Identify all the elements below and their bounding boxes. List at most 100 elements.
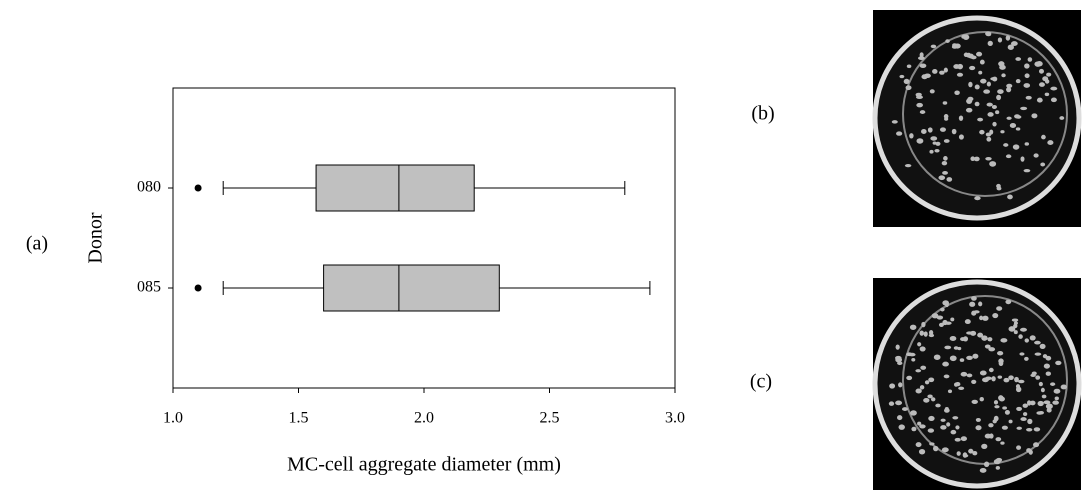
aggregate: [978, 301, 983, 307]
aggregate: [924, 380, 930, 385]
aggregate: [1031, 371, 1037, 376]
aggregate: [979, 396, 984, 402]
aggregate: [955, 425, 960, 430]
aggregate: [1008, 419, 1013, 424]
aggregate: [988, 423, 994, 428]
aggregate: [915, 388, 922, 394]
aggregate: [1006, 86, 1012, 93]
x-tick-label: 1.0: [163, 410, 183, 427]
aggregate: [940, 418, 946, 422]
aggregate: [904, 163, 912, 168]
aggregate: [1045, 355, 1052, 361]
x-tick-label: 3.0: [665, 410, 685, 427]
aggregate: [984, 344, 991, 349]
aggregate: [921, 128, 927, 134]
aggregate: [906, 375, 913, 381]
aggregate: [1055, 360, 1062, 366]
aggregate: [1011, 318, 1019, 322]
aggregate: [962, 336, 969, 342]
aggregate: [1003, 377, 1010, 383]
aggregate: [906, 64, 912, 69]
aggregate: [1000, 130, 1005, 134]
aggregate: [934, 149, 940, 153]
aggregate: [987, 337, 993, 342]
aggregate: [1020, 106, 1028, 111]
aggregate: [959, 358, 965, 362]
aggregate: [1046, 72, 1052, 77]
aggregate: [929, 89, 935, 94]
aggregate: [988, 367, 994, 373]
aggregate: [976, 51, 983, 57]
aggregate: [943, 374, 950, 379]
outlier: [194, 184, 202, 192]
dish-rim: [872, 15, 1082, 221]
aggregate: [940, 307, 945, 312]
aggregate: [993, 400, 999, 405]
aggregate: [1042, 76, 1049, 82]
aggregate: [1007, 44, 1014, 50]
aggregate: [942, 361, 949, 367]
aggregate: [994, 405, 1000, 409]
aggregate: [944, 345, 952, 350]
aggregate: [1045, 371, 1052, 376]
aggregate: [969, 301, 976, 307]
aggregate: [911, 426, 917, 432]
aggregate: [889, 383, 896, 389]
aggregate: [1034, 352, 1042, 356]
aggregate: [947, 389, 953, 394]
aggregate: [972, 353, 979, 359]
aggregate: [981, 443, 988, 450]
aggregate: [1038, 381, 1043, 387]
aggregate: [898, 424, 905, 430]
aggregate: [920, 365, 927, 370]
aggregate: [927, 127, 933, 133]
aggregate: [909, 324, 917, 330]
plot-frame: [172, 87, 676, 389]
aggregate: [1022, 403, 1028, 408]
aggregate: [996, 306, 1003, 311]
aggregate: [993, 415, 999, 422]
aggregate: [982, 315, 989, 321]
aggregate: [988, 347, 996, 352]
aggregate: [1009, 122, 1017, 128]
aggregate: [970, 330, 977, 336]
aggregate: [990, 77, 997, 81]
x-axis-label: MC-cell aggregate diameter (mm): [287, 454, 561, 476]
aggregate: [1006, 83, 1013, 88]
aggregate: [1033, 442, 1040, 448]
aggregate: [946, 177, 953, 182]
aggregate: [942, 101, 948, 105]
aggregate: [966, 98, 973, 104]
photo: [872, 10, 1082, 227]
aggregate: [915, 442, 922, 448]
aggregate: [909, 133, 914, 139]
aggregate: [927, 394, 933, 399]
aggregate: [895, 344, 900, 350]
y-tick-label: 080: [137, 179, 161, 196]
aggregate: [1027, 418, 1033, 425]
aggregate: [968, 81, 973, 88]
aggregate: [1017, 379, 1025, 384]
aggregate: [989, 161, 997, 167]
aggregate: [979, 467, 987, 473]
aggregate: [939, 70, 945, 75]
aggregate: [977, 117, 984, 122]
aggregate: [957, 63, 964, 70]
aggregate: [1011, 41, 1018, 47]
aggregate: [997, 375, 1003, 379]
aggregate: [927, 428, 935, 433]
aggregate: [995, 437, 1002, 442]
aggregate: [949, 355, 957, 362]
aggregate: [899, 74, 905, 79]
aggregate: [1007, 194, 1013, 200]
aggregate: [938, 175, 946, 181]
box: [315, 164, 475, 212]
aggregate: [1034, 340, 1041, 345]
aggregate: [1023, 412, 1028, 417]
aggregate: [1053, 388, 1061, 394]
aggregate: [950, 429, 957, 435]
aggregate: [969, 65, 976, 71]
aggregate: [983, 89, 991, 94]
aggregate: [979, 370, 987, 376]
aggregate: [1047, 140, 1054, 146]
